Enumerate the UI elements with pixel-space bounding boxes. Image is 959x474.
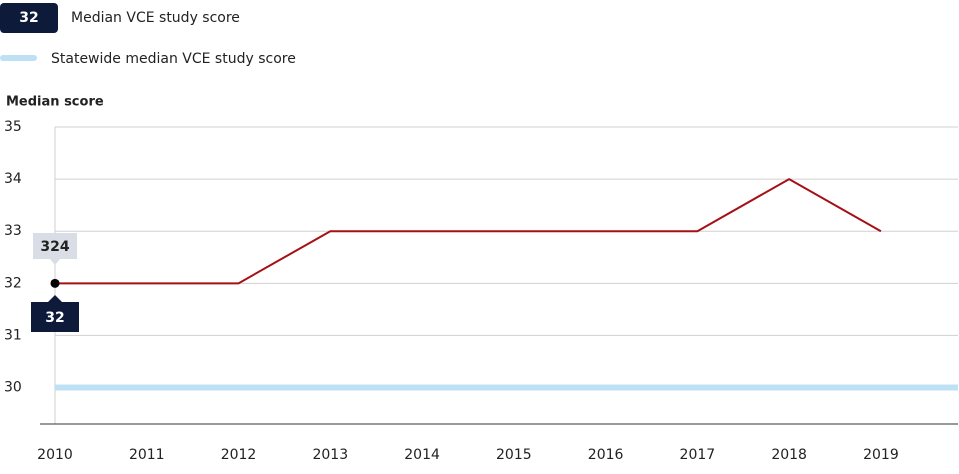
legend-label: Median VCE study score	[71, 10, 240, 26]
legend-badge-value: 32	[19, 10, 38, 26]
legend-badge	[0, 3, 58, 33]
x-tick-label: 2012	[221, 447, 257, 463]
legend-label: Statewide median VCE study score	[51, 51, 296, 67]
x-tick-label: 2016	[588, 447, 624, 463]
highlight-point	[50, 278, 60, 288]
x-tick-label: 2013	[312, 447, 348, 463]
y-tick-label: 31	[4, 327, 22, 343]
x-tick-label: 2014	[404, 447, 440, 463]
y-tick-label: 35	[4, 119, 22, 135]
y-tick-label: 34	[4, 171, 22, 187]
x-tick-label: 2019	[863, 447, 899, 463]
y-tick-label: 30	[4, 380, 22, 396]
x-tick-label: 2015	[496, 447, 532, 463]
tooltip-box	[33, 233, 77, 265]
tooltip-label: 324	[40, 239, 69, 255]
y-tick-label: 33	[4, 223, 22, 239]
y-tick-label: 32	[4, 275, 22, 291]
tooltip-value: 32	[45, 310, 64, 326]
x-tick-label: 2017	[680, 447, 716, 463]
x-tick-label: 2011	[129, 447, 165, 463]
x-tick-label: 2010	[37, 447, 73, 463]
x-tick-label: 2018	[771, 447, 807, 463]
tooltip-box	[31, 295, 79, 332]
series-line	[55, 177, 882, 285]
y-axis-title: Median score	[6, 95, 104, 110]
